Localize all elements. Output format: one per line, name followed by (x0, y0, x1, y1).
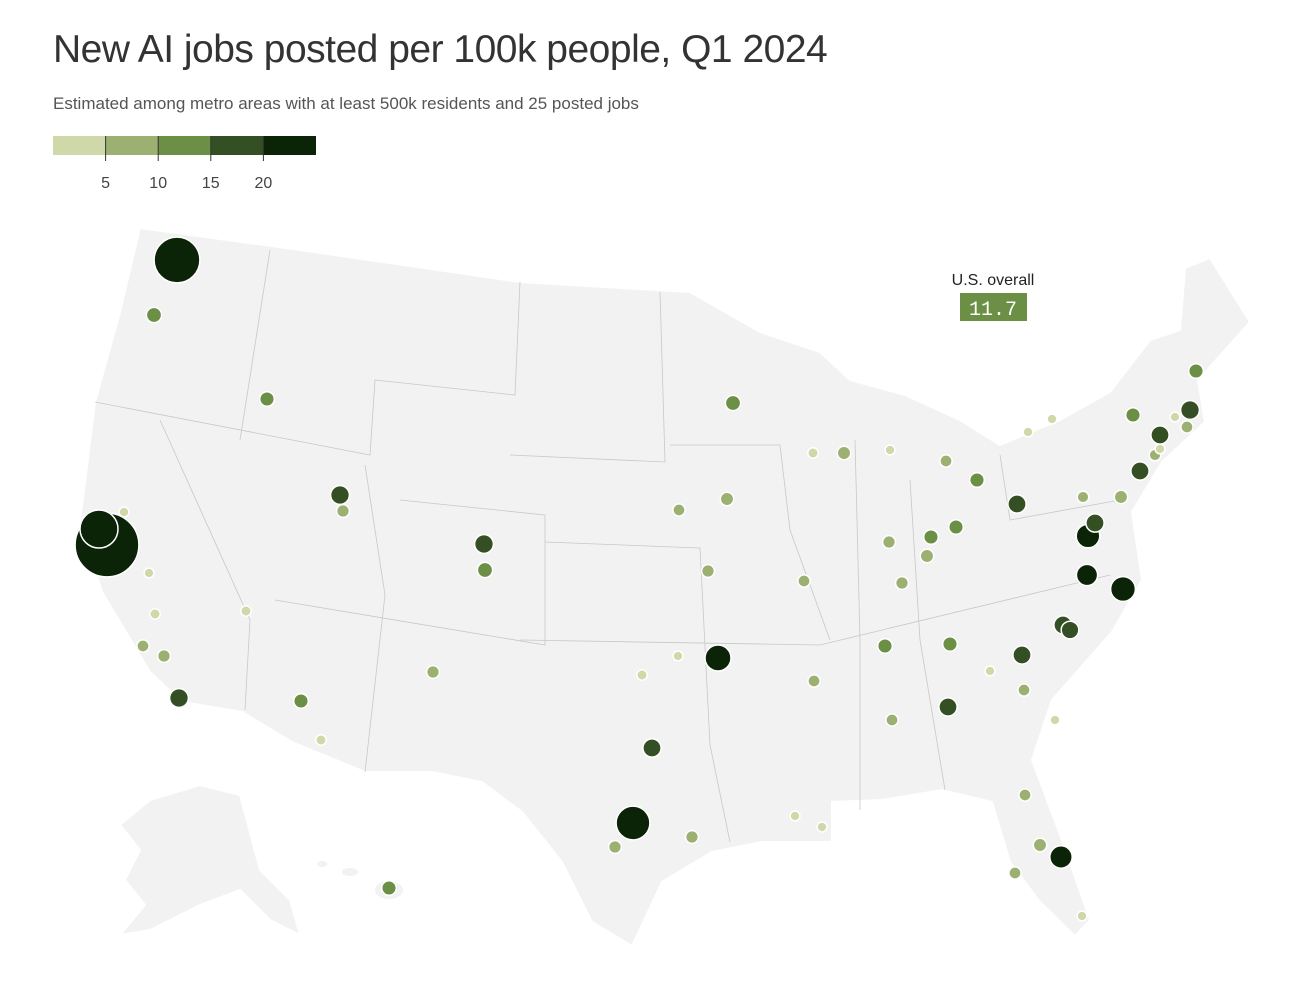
metro-bubble (1076, 490, 1090, 504)
metro-bubble (836, 445, 852, 461)
metro-bubble (1017, 683, 1031, 697)
metro-bubble (636, 669, 648, 681)
legend: 5 10 15 20 (53, 136, 316, 192)
hawaii (317, 861, 327, 867)
state-borders (94, 249, 1121, 843)
hawaii (342, 868, 358, 876)
legend-tick-label: 10 (149, 175, 167, 192)
metro-bubble (672, 503, 686, 517)
metro-bubble (884, 444, 896, 456)
metro-bubble (329, 484, 351, 506)
metro-bubble (149, 608, 161, 620)
metro-bubble (642, 738, 662, 758)
metro-bubble (118, 506, 130, 518)
metro-bubble (607, 839, 623, 855)
subtitle: Estimated among metro areas with at leas… (53, 94, 639, 113)
metro-bubble (922, 528, 940, 546)
legend-swatch (158, 136, 211, 155)
metro-bubble (473, 533, 495, 555)
metro-bubble (1032, 837, 1048, 853)
metro-bubble (984, 665, 996, 677)
metro-bubble (136, 639, 150, 653)
metro-bubble (240, 605, 252, 617)
metro-bubble (1049, 714, 1061, 726)
legend-tick-label: 15 (202, 175, 220, 192)
metro-bubble (881, 534, 897, 550)
metro-bubble (941, 635, 959, 653)
metro-bubble (168, 687, 190, 709)
metro-bubble (79, 509, 119, 549)
metro-bubble (1076, 910, 1088, 922)
overall-box (960, 293, 1027, 321)
metro-bubble (1075, 563, 1099, 587)
metro-bubble (789, 810, 801, 822)
metro-bubble (1179, 399, 1201, 421)
metro-bubble (968, 471, 986, 489)
metro-bubble (919, 548, 935, 564)
metro-bubble (947, 518, 965, 536)
metro-bubble (700, 563, 716, 579)
us-outline (78, 226, 1252, 948)
metro-bubble (1049, 845, 1073, 869)
metro-bubble (894, 575, 910, 591)
overall-label: U.S. overall (952, 272, 1035, 289)
bubbles (74, 236, 1205, 922)
metro-bubble (1187, 362, 1205, 380)
metro-bubble (1169, 411, 1181, 423)
legend-tick-label: 20 (255, 175, 273, 192)
metro-bubble (1018, 788, 1032, 802)
metro-bubble (1060, 620, 1080, 640)
metro-bubble (704, 644, 732, 672)
metro-bubble (684, 829, 700, 845)
metro-bubble (719, 491, 735, 507)
metro-bubble (425, 664, 441, 680)
metro-bubble (1008, 866, 1022, 880)
metro-bubble (1154, 443, 1166, 455)
legend-swatch (53, 136, 106, 155)
metro-bubble (380, 879, 398, 897)
legend-tick-label: 5 (101, 175, 110, 192)
metro-bubble (938, 697, 958, 717)
metro-bubble (797, 574, 811, 588)
metro-bubble (615, 805, 651, 841)
legend-swatch (263, 136, 316, 155)
metro-bubble (885, 713, 899, 727)
metro-bubble (1046, 413, 1058, 425)
metro-bubble (724, 394, 742, 412)
metro-bubble (1150, 425, 1170, 445)
legend-swatch (210, 136, 264, 155)
metro-bubble (153, 236, 201, 284)
metro-bubble (258, 390, 276, 408)
metro-bubble (939, 454, 953, 468)
metro-bubble (1007, 494, 1027, 514)
metro-bubble (1012, 645, 1032, 665)
overall-value: 11.7 (969, 299, 1017, 322)
title: New AI jobs posted per 100k people, Q1 2… (53, 28, 828, 71)
metro-bubble (807, 447, 819, 459)
metro-bubble (315, 734, 327, 746)
metro-bubble (335, 503, 351, 519)
metro-bubble (876, 637, 894, 655)
metro-bubble (807, 674, 821, 688)
metro-bubble (143, 567, 155, 579)
overall-callout: U.S. overall 11.7 (952, 272, 1035, 322)
metro-bubble (672, 650, 684, 662)
metro-bubble (476, 561, 494, 579)
legend-swatch (105, 136, 159, 155)
metro-bubble (1113, 489, 1129, 505)
metro-bubble (1085, 513, 1105, 533)
metro-bubble (156, 648, 172, 664)
metro-bubble (1180, 420, 1194, 434)
metro-bubble (1022, 426, 1034, 438)
metro-bubble (145, 306, 163, 324)
metro-bubble (1109, 575, 1137, 603)
metro-bubble (292, 692, 310, 710)
metro-bubble (1130, 461, 1150, 481)
basemap (78, 226, 1252, 948)
alaska (117, 783, 302, 937)
metro-bubble (1124, 406, 1142, 424)
metro-bubble (816, 821, 828, 833)
